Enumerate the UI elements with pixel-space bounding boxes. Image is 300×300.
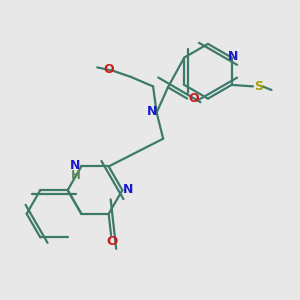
Text: O: O (188, 92, 199, 105)
Text: O: O (106, 235, 118, 248)
Text: S: S (254, 80, 263, 93)
Text: N: N (228, 50, 238, 64)
Text: H: H (70, 169, 80, 182)
Text: N: N (123, 183, 134, 196)
Text: O: O (103, 63, 113, 76)
Text: N: N (147, 106, 158, 118)
Text: N: N (70, 159, 81, 172)
